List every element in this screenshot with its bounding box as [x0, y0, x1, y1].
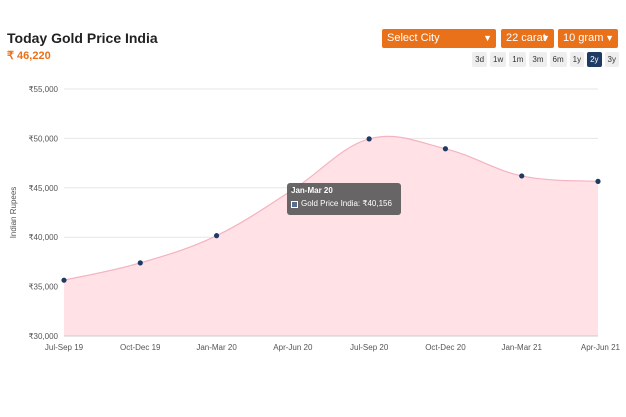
carat-select[interactable]: 22 carat ▼	[501, 29, 554, 48]
x-tick-label: Jan-Mar 21	[501, 343, 542, 352]
range-button-3y[interactable]: 3y	[604, 52, 619, 67]
data-point	[137, 260, 143, 266]
series-area	[64, 136, 598, 336]
current-price: ₹ 46,220	[7, 50, 51, 62]
carat-select-label: 22 carat	[506, 32, 546, 44]
range-button-3m[interactable]: 3m	[529, 52, 547, 67]
range-selector: 3d 1w 1m 3m 6m 1y 2y 3y	[472, 52, 619, 67]
chart-tooltip: Jan-Mar 20 Gold Price India: ₹40,156	[287, 183, 401, 215]
x-tick-label: Oct-Dec 19	[120, 343, 161, 352]
data-point	[366, 136, 372, 142]
y-axis-label: Indian Rupees	[9, 187, 18, 239]
x-tick-label: Apr-Jun 20	[273, 343, 313, 352]
chevron-down-icon: ▼	[541, 33, 550, 43]
city-select-label: Select City	[387, 32, 440, 44]
x-tick-label: Oct-Dec 20	[425, 343, 466, 352]
x-tick-label: Jul-Sep 19	[45, 343, 84, 352]
series-swatch	[291, 200, 298, 208]
y-tick-label: ₹45,000	[28, 184, 58, 193]
page-title: Today Gold Price India	[7, 30, 158, 46]
chevron-down-icon: ▼	[605, 33, 614, 43]
range-button-1m[interactable]: 1m	[509, 52, 527, 67]
chevron-down-icon: ▼	[483, 33, 492, 43]
y-tick-label: ₹30,000	[28, 332, 58, 341]
y-tick-label: ₹35,000	[28, 283, 58, 292]
range-button-6m[interactable]: 6m	[549, 52, 567, 67]
y-tick-label: ₹40,000	[28, 233, 58, 242]
data-point	[442, 146, 449, 152]
data-point	[61, 277, 67, 283]
series-line	[63, 135, 599, 281]
tooltip-value: Gold Price India: ₹40,156	[301, 199, 392, 208]
y-tick-label: ₹55,000	[28, 85, 58, 94]
range-button-1y[interactable]: 1y	[569, 52, 585, 67]
tooltip-title: Jan-Mar 20	[291, 186, 333, 195]
range-button-1w[interactable]: 1w	[490, 52, 507, 67]
range-button-2y[interactable]: 2y	[587, 52, 602, 67]
data-point	[213, 233, 220, 239]
city-select[interactable]: Select City ▼	[382, 29, 496, 48]
weight-select-label: 10 gram	[563, 32, 604, 44]
weight-select[interactable]: 10 gram ▼	[558, 29, 618, 48]
x-tick-label: Apr-Jun 21	[581, 343, 621, 352]
x-tick-label: Jul-Sep 20	[350, 343, 389, 352]
range-button-3d[interactable]: 3d	[472, 52, 488, 67]
data-point	[519, 173, 525, 179]
data-point	[595, 178, 601, 184]
x-tick-label: Jan-Mar 20	[196, 343, 237, 352]
y-tick-label: ₹50,000	[28, 134, 58, 143]
